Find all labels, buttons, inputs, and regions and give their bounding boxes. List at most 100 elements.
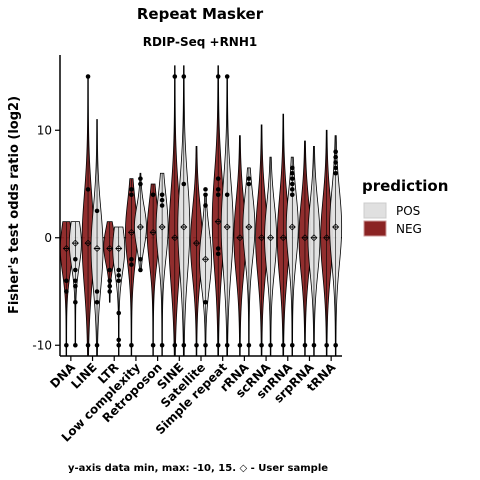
- outlier-point: [247, 176, 252, 181]
- outlier-point: [107, 284, 112, 289]
- legend-label-pos: POS: [396, 204, 420, 218]
- outlier-point: [107, 278, 112, 283]
- outlier-point: [116, 338, 121, 343]
- outlier-point: [333, 155, 338, 160]
- outlier-point: [73, 268, 78, 273]
- outlier-point: [64, 289, 69, 294]
- outlier-point: [95, 209, 100, 214]
- outlier-point: [86, 343, 91, 348]
- outlier-point: [216, 246, 221, 251]
- chart-title: Repeat Masker: [137, 5, 264, 23]
- outlier-point: [238, 343, 243, 348]
- outlier-point: [129, 262, 134, 267]
- outlier-point: [129, 187, 134, 192]
- legend-swatch-pos: [364, 203, 386, 218]
- outlier-point: [160, 192, 165, 197]
- outlier-point: [290, 187, 295, 192]
- outlier-point: [203, 300, 208, 305]
- outlier-point: [194, 343, 199, 348]
- legend: prediction POS NEG: [362, 177, 448, 236]
- outlier-point: [95, 300, 100, 305]
- y-tick-label: 0: [44, 231, 52, 245]
- outlier-point: [116, 273, 121, 278]
- outlier-point: [333, 166, 338, 171]
- outlier-point: [138, 268, 143, 273]
- outlier-point: [203, 343, 208, 348]
- outlier-point: [116, 343, 121, 348]
- outlier-point: [290, 166, 295, 171]
- outlier-point: [151, 192, 156, 197]
- outlier-point: [173, 74, 178, 79]
- outlier-point: [303, 343, 308, 348]
- outlier-point: [64, 278, 69, 283]
- chart-caption: y-axis data min, max: -10, 15. ◇ - User …: [68, 463, 328, 474]
- chart-subtitle: RDIP-Seq +RNH1: [143, 35, 258, 49]
- outlier-point: [216, 74, 221, 79]
- outlier-point: [73, 278, 78, 283]
- outlier-point: [216, 176, 221, 181]
- outlier-point: [281, 343, 286, 348]
- outlier-point: [151, 343, 156, 348]
- y-axis-label: Fisher's test odds ratio (log2): [7, 96, 22, 314]
- outlier-point: [95, 343, 100, 348]
- outlier-point: [312, 343, 317, 348]
- outlier-point: [225, 192, 230, 197]
- outlier-point: [73, 300, 78, 305]
- outlier-point: [160, 198, 165, 203]
- outlier-point: [95, 289, 100, 294]
- outlier-point: [107, 268, 112, 273]
- outlier-point: [216, 187, 221, 192]
- y-tick-label: -10: [32, 338, 52, 352]
- outlier-point: [259, 343, 264, 348]
- outlier-point: [268, 343, 273, 348]
- outlier-point: [216, 192, 221, 197]
- outlier-point: [203, 203, 208, 208]
- outlier-point: [64, 343, 69, 348]
- outlier-point: [290, 182, 295, 187]
- outlier-point: [129, 343, 134, 348]
- outlier-point: [225, 343, 230, 348]
- y-tick-label: 10: [37, 123, 52, 137]
- outlier-point: [173, 343, 178, 348]
- legend-label-neg: NEG: [396, 222, 422, 236]
- outlier-point: [290, 176, 295, 181]
- outlier-point: [324, 343, 329, 348]
- outlier-point: [86, 187, 91, 192]
- outlier-point: [107, 289, 112, 294]
- outlier-point: [290, 343, 295, 348]
- outlier-point: [333, 171, 338, 176]
- outlier-point: [225, 74, 230, 79]
- outlier-point: [116, 268, 121, 273]
- legend-swatch-neg: [364, 221, 386, 236]
- outlier-point: [216, 252, 221, 257]
- outlier-point: [138, 182, 143, 187]
- outlier-point: [138, 257, 143, 262]
- outlier-point: [290, 192, 295, 197]
- outlier-point: [160, 343, 165, 348]
- outlier-point: [247, 182, 252, 187]
- outlier-point: [182, 343, 187, 348]
- outlier-point: [129, 192, 134, 197]
- outlier-point: [73, 257, 78, 262]
- outlier-point: [129, 257, 134, 262]
- outlier-point: [160, 203, 165, 208]
- outlier-point: [333, 149, 338, 154]
- plot-area: -10010DNALINELTRLow complexityRetroposon…: [32, 55, 342, 445]
- outlier-point: [247, 343, 252, 348]
- outlier-point: [182, 182, 187, 187]
- outlier-point: [203, 192, 208, 197]
- outlier-point: [86, 74, 91, 79]
- outlier-point: [203, 187, 208, 192]
- outlier-point: [116, 278, 121, 283]
- legend-title: prediction: [362, 177, 448, 195]
- outlier-point: [73, 284, 78, 289]
- outlier-point: [333, 343, 338, 348]
- outlier-point: [116, 311, 121, 316]
- outlier-point: [138, 176, 143, 181]
- outlier-point: [182, 74, 187, 79]
- outlier-point: [216, 343, 221, 348]
- outlier-point: [73, 343, 78, 348]
- outlier-point: [333, 160, 338, 165]
- outlier-point: [290, 171, 295, 176]
